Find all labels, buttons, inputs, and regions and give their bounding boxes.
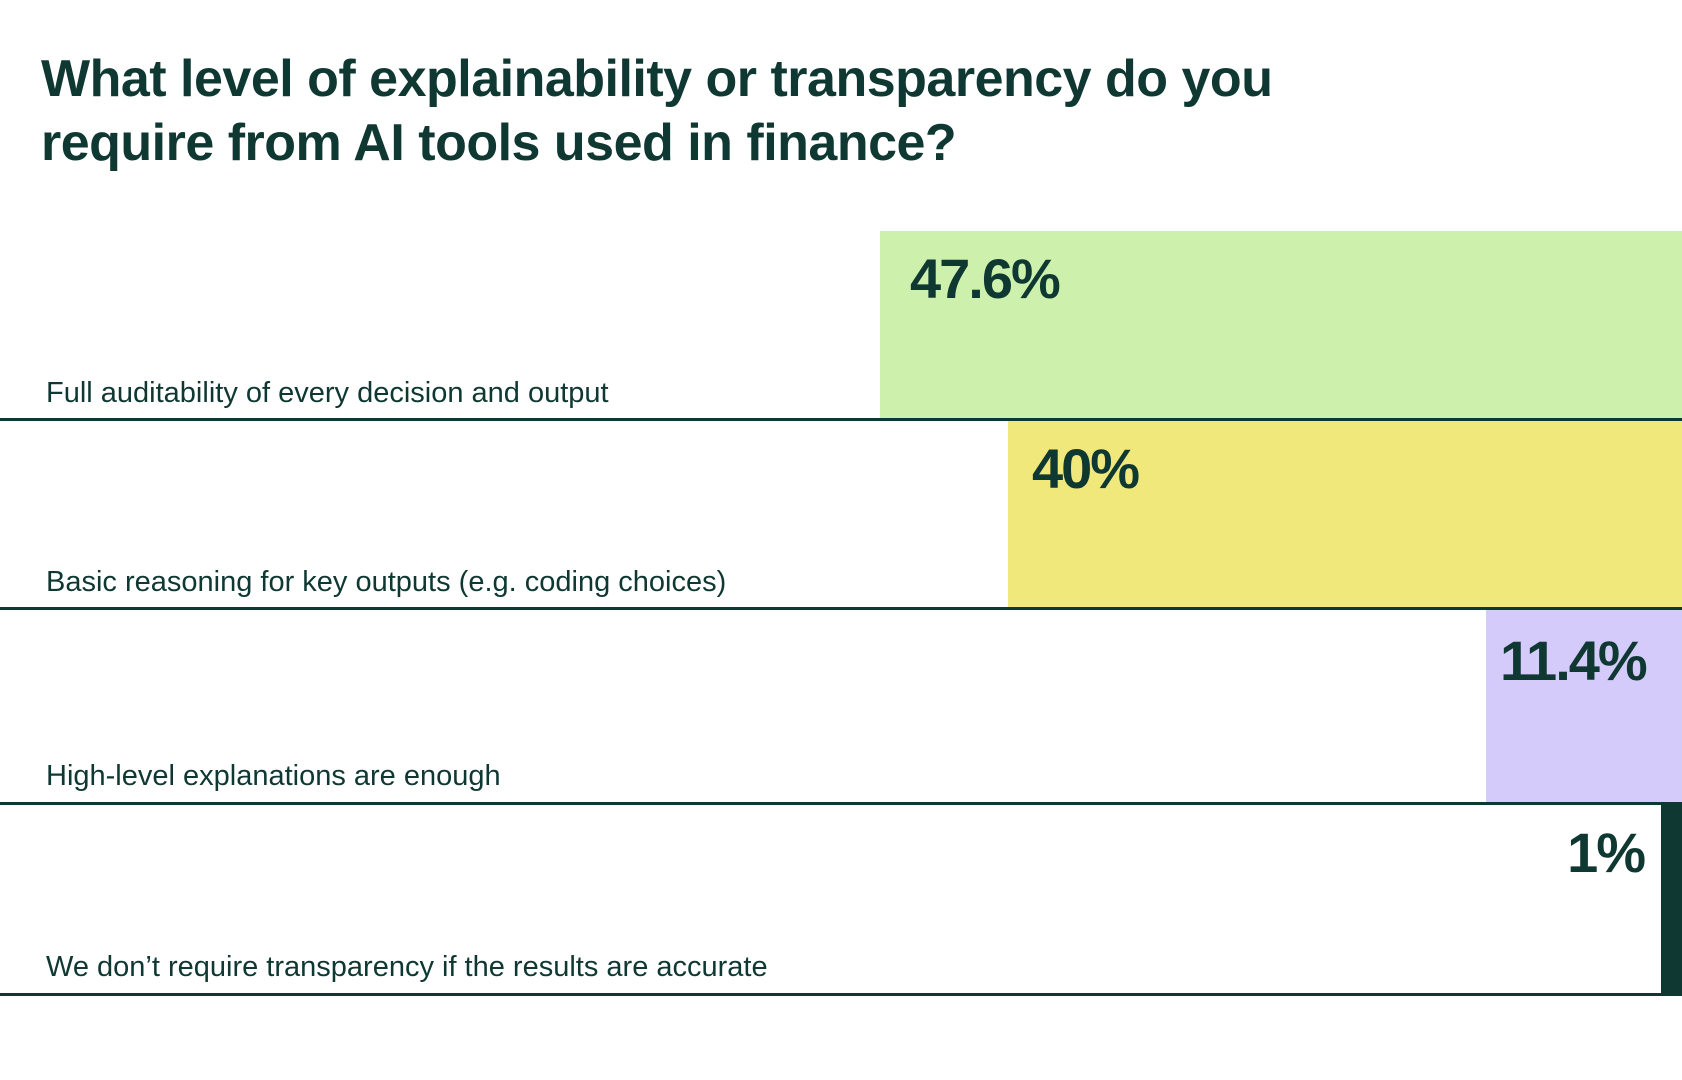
value-label: 47.6% xyxy=(910,247,1061,310)
bar-full-auditability xyxy=(880,231,1682,418)
bar-no-transparency xyxy=(1661,805,1682,993)
bar-row-high-level: 11.4% High-level explanations are enough xyxy=(0,610,1682,802)
bar-row-basic-reasoning: 40% Basic reasoning for key outputs (e.g… xyxy=(0,421,1682,607)
row-divider xyxy=(0,802,1682,805)
row-divider xyxy=(0,418,1682,421)
value-label: 11.4% xyxy=(1500,629,1648,692)
row-divider xyxy=(0,607,1682,610)
bar-high-level xyxy=(1486,610,1682,802)
bar-row-full-auditability: 47.6% Full auditability of every decisio… xyxy=(0,231,1682,418)
category-label: High-level explanations are enough xyxy=(46,760,501,792)
row-divider xyxy=(0,993,1682,996)
value-label: 40% xyxy=(1032,437,1140,500)
bar-basic-reasoning xyxy=(1008,421,1682,607)
value-label: 1% xyxy=(1567,821,1646,884)
category-label: Basic reasoning for key outputs (e.g. co… xyxy=(46,566,727,598)
category-label: Full auditability of every decision and … xyxy=(46,377,609,409)
category-label: We don’t require transparency if the res… xyxy=(46,951,768,983)
bar-row-no-transparency: 1% We don’t require transparency if the … xyxy=(0,805,1682,993)
chart-title: What level of explainability or transpar… xyxy=(41,50,1273,172)
